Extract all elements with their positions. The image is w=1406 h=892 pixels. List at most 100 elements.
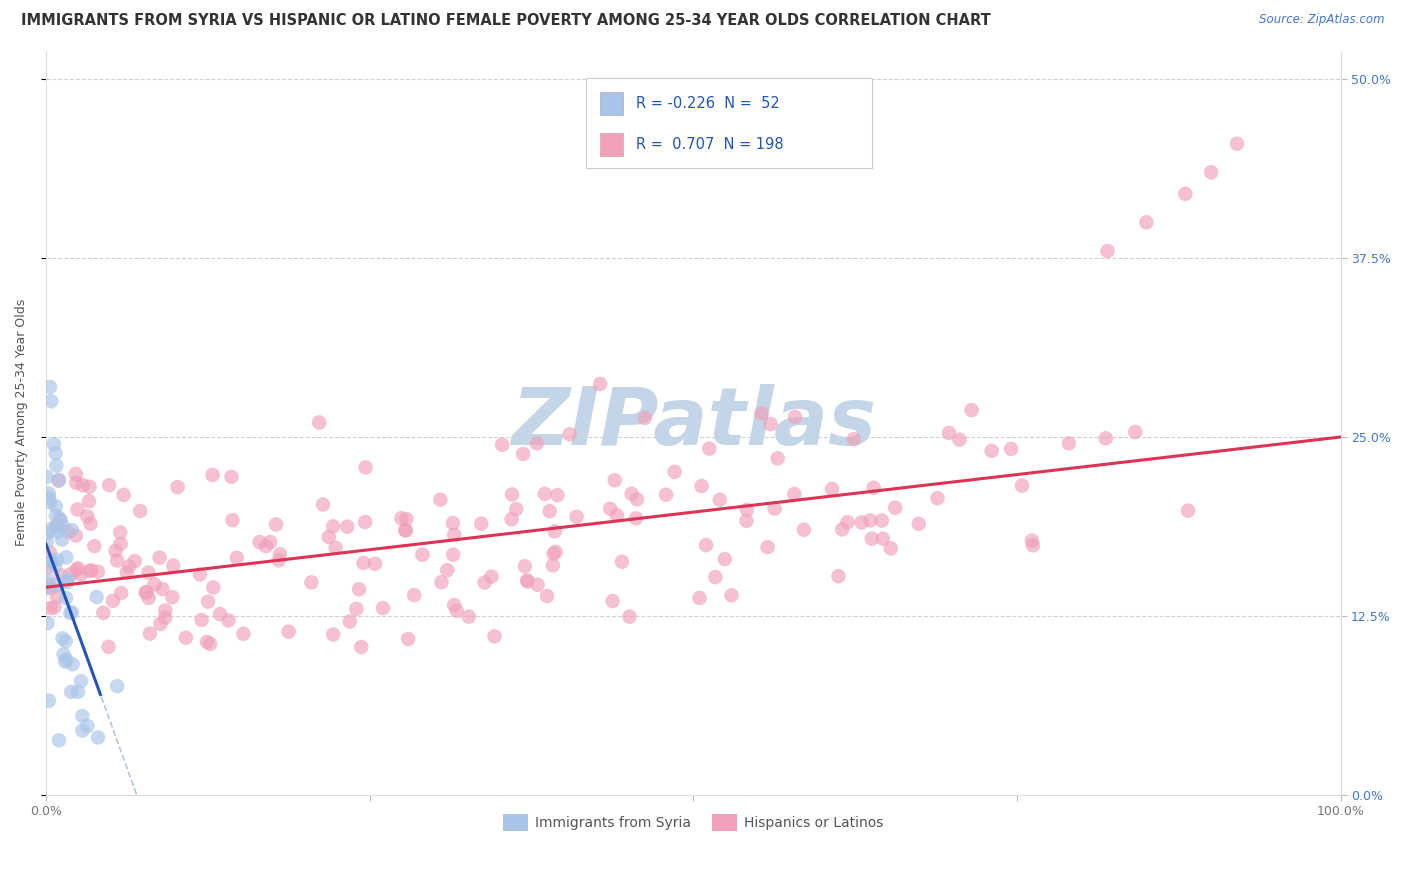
Point: [516, 574, 538, 588]
Point: [443, 528, 465, 542]
Point: [72, 478, 94, 492]
Point: [39, 522, 62, 536]
Point: [484, 629, 506, 643]
Point: [38, 545, 60, 559]
Point: [441, 548, 464, 562]
Text: IMMIGRANTS FROM SYRIA VS HISPANIC OR LATINO FEMALE POVERTY AMONG 25-34 YEAR OLDS: IMMIGRANTS FROM SYRIA VS HISPANIC OR LAT…: [21, 13, 991, 29]
Point: [188, 567, 211, 582]
Point: [336, 519, 359, 533]
Point: [208, 607, 231, 621]
Point: [1011, 478, 1033, 492]
Point: [763, 501, 786, 516]
Point: [35, 581, 58, 595]
Point: [391, 511, 413, 525]
Point: [190, 613, 212, 627]
Point: [174, 631, 197, 645]
Point: [124, 554, 146, 568]
Point: [565, 509, 588, 524]
Point: [512, 447, 534, 461]
Point: [751, 406, 773, 420]
Point: [1000, 442, 1022, 456]
Point: [83, 539, 105, 553]
Point: [44, 558, 66, 573]
Point: [689, 591, 711, 605]
Point: [606, 508, 628, 523]
Point: [533, 487, 555, 501]
Point: [38, 486, 60, 500]
Point: [77, 494, 100, 508]
Point: [41, 555, 63, 569]
Point: [759, 417, 782, 431]
Y-axis label: Female Poverty Among 25-34 Year Olds: Female Poverty Among 25-34 Year Olds: [15, 299, 28, 546]
Point: [404, 588, 426, 602]
Point: [198, 637, 221, 651]
Point: [267, 553, 290, 567]
Point: [110, 525, 132, 540]
Point: [87, 565, 110, 579]
Point: [134, 585, 156, 599]
Point: [49, 513, 72, 527]
Point: [457, 609, 479, 624]
Point: [538, 504, 561, 518]
Point: [45, 552, 67, 566]
Point: [1097, 244, 1119, 258]
Point: [35, 470, 58, 484]
Point: [129, 504, 152, 518]
Point: [526, 436, 548, 450]
Point: [322, 519, 344, 533]
Point: [249, 535, 271, 549]
Point: [44, 600, 66, 615]
Point: [354, 515, 377, 529]
Point: [860, 532, 883, 546]
Point: [80, 563, 103, 577]
Point: [558, 427, 581, 442]
Point: [308, 416, 330, 430]
Point: [1135, 215, 1157, 229]
Point: [60, 605, 83, 619]
Point: [70, 567, 93, 582]
Point: [541, 558, 564, 573]
Point: [56, 524, 79, 539]
Point: [38, 495, 60, 509]
Point: [55, 634, 77, 648]
Point: [55, 550, 77, 565]
Point: [1199, 165, 1222, 179]
Point: [105, 679, 128, 693]
Point: [870, 514, 893, 528]
Point: [46, 590, 69, 604]
Point: [37, 526, 59, 541]
Point: [148, 550, 170, 565]
Point: [46, 524, 69, 539]
Point: [59, 567, 82, 582]
Point: [166, 480, 188, 494]
Point: [72, 723, 94, 738]
Point: [162, 590, 184, 604]
Point: [98, 478, 121, 492]
Point: [52, 648, 75, 662]
Point: [441, 516, 464, 530]
Point: [65, 475, 87, 490]
Point: [1177, 503, 1199, 517]
Point: [56, 575, 79, 590]
Point: [48, 474, 70, 488]
Point: [766, 451, 789, 466]
Point: [42, 437, 65, 451]
Point: [87, 731, 110, 745]
Point: [195, 635, 218, 649]
Point: [1022, 538, 1045, 552]
Point: [66, 685, 89, 699]
Point: [353, 556, 375, 570]
Point: [695, 538, 717, 552]
Point: [269, 547, 291, 561]
Point: [254, 539, 277, 553]
Point: [589, 376, 612, 391]
Point: [350, 640, 373, 654]
Point: [690, 479, 713, 493]
Point: [76, 509, 98, 524]
Point: [45, 446, 67, 460]
Point: [65, 528, 87, 542]
Point: [322, 627, 344, 641]
Point: [354, 460, 377, 475]
Point: [79, 480, 101, 494]
Point: [35, 534, 58, 549]
